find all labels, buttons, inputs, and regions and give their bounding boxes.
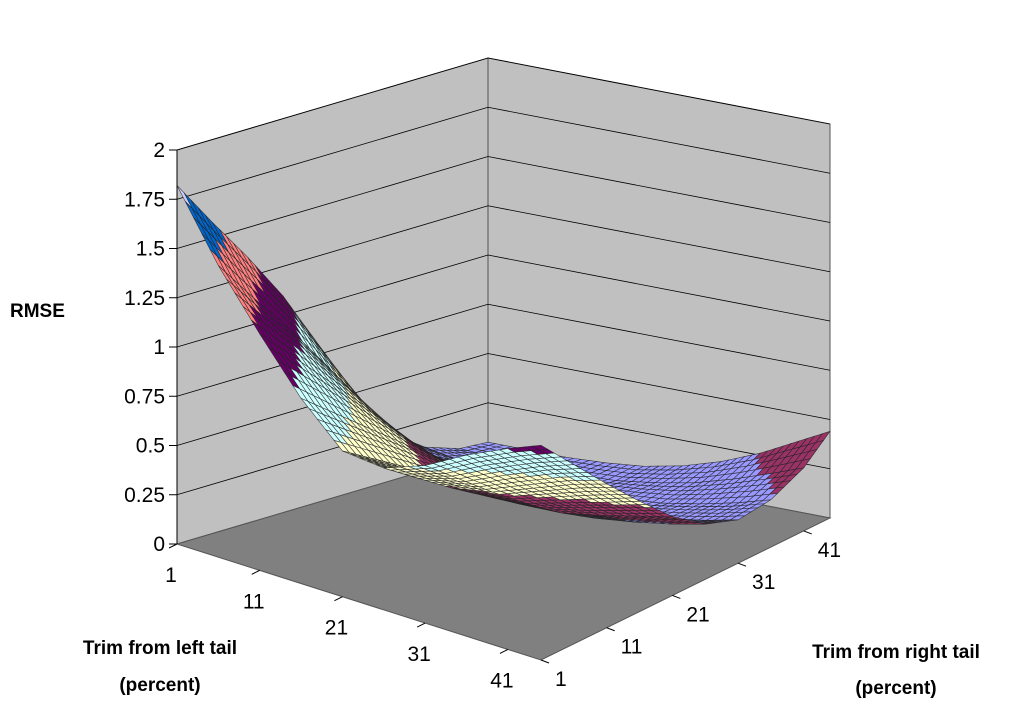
x-axis-title-line2: (percent) <box>119 675 200 696</box>
x-tick-label-2: 21 <box>325 617 348 640</box>
z-tick-label-1: 0.25 <box>124 484 165 507</box>
gridline-z-7 <box>176 106 831 200</box>
z-tick-label-4: 1 <box>153 336 165 359</box>
z-tick-label-5: 1.25 <box>124 287 165 310</box>
y-axis-title-line2: (percent) <box>855 678 936 699</box>
x-tick-label-0: 1 <box>165 564 177 587</box>
y-tick-mark-4 <box>803 530 812 535</box>
y-tick-label-0: 1 <box>555 668 567 691</box>
z-tick-label-2: 0.5 <box>136 435 165 458</box>
y-tick-label-1: 11 <box>621 636 643 659</box>
z-tick-label-8: 2 <box>153 139 165 162</box>
y-tick-label-4: 41 <box>818 539 841 562</box>
gridline-z-6 <box>176 156 831 249</box>
z-tick-label-7: 1.75 <box>124 188 165 211</box>
gridline-z-1 <box>176 402 831 496</box>
surface-cell <box>531 444 549 451</box>
y-tick-mark-1 <box>606 627 615 632</box>
gridlines <box>176 57 831 496</box>
y-tick-label-2: 21 <box>686 603 709 626</box>
z-tick-label-6: 1.5 <box>136 238 165 261</box>
z-tick-label-0: 0 <box>153 533 165 556</box>
x-tick-mark-0 <box>168 543 178 549</box>
x-axis-title-line1: Trim from left tail <box>83 638 237 659</box>
x-tick-label-3: 31 <box>408 643 431 666</box>
x-tick-mark-3 <box>416 622 426 628</box>
x-tick-label-4: 41 <box>490 669 513 692</box>
y-tick-label-3: 31 <box>752 571 775 594</box>
gridline-z-5 <box>176 205 831 299</box>
x-tick-mark-4 <box>499 649 509 654</box>
gridline-z-2 <box>176 353 831 446</box>
y-tick-mark-2 <box>672 594 681 599</box>
x-tick-label-1: 11 <box>243 590 265 613</box>
z-axis-title: RMSE <box>10 301 65 322</box>
y-tick-mark-3 <box>737 562 747 567</box>
chart-walls <box>175 57 832 661</box>
y-tick-mark-0 <box>540 659 550 664</box>
surface-mesh <box>176 185 831 525</box>
x-tick-mark-2 <box>334 596 343 602</box>
gridline-z-8 <box>176 57 831 151</box>
y-axis-title-line1: Trim from right tail <box>812 642 980 663</box>
x-tick-mark-1 <box>251 569 260 575</box>
z-tick-label-3: 0.75 <box>124 385 165 408</box>
